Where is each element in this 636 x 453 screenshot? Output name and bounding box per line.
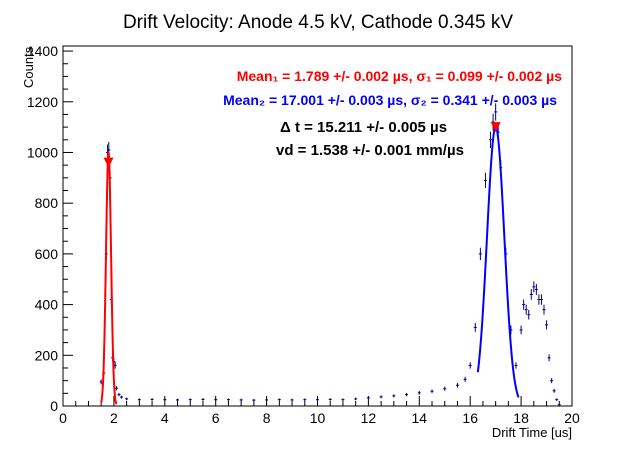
- y-tick-label: 200: [35, 347, 59, 363]
- data-point: [354, 397, 358, 401]
- data-point: [557, 404, 561, 406]
- data-point: [545, 320, 549, 330]
- data-point: [529, 289, 533, 300]
- peak-marker: [490, 122, 501, 133]
- data-point: [239, 398, 243, 402]
- data-point: [137, 398, 141, 401]
- fit-curves: [100, 125, 520, 405]
- data-point: [539, 294, 543, 305]
- data-point: [303, 398, 307, 401]
- chart-title: Drift Velocity: Anode 4.5 kV, Cathode 0.…: [123, 12, 513, 33]
- y-tick-label: 1200: [27, 94, 58, 110]
- data-point: [547, 354, 551, 362]
- data-point: [328, 398, 332, 401]
- x-axis-title: Drift Time [us]: [492, 425, 572, 440]
- data-point: [491, 113, 495, 131]
- data-point: [532, 281, 536, 293]
- data-point: [120, 395, 124, 399]
- annotation-mean2: Mean₂ = 17.001 +/- 0.003 µs, σ₂ = 0.341 …: [223, 92, 557, 108]
- x-tick-label: 8: [263, 410, 271, 426]
- y-axis: 0 200 400 600 800 1000 1200 1400: [27, 43, 73, 414]
- data-point: [550, 378, 554, 384]
- peak-markers: [103, 122, 501, 168]
- x-axis: 0 2 4 6 8 10 12 14 16 18 20: [59, 396, 580, 426]
- data-point: [252, 398, 256, 402]
- data-point: [176, 398, 180, 402]
- x-tick-label: 0: [59, 410, 67, 426]
- x-tick-label: 4: [161, 410, 169, 426]
- fit-curve: [476, 125, 520, 398]
- data-point: [201, 398, 205, 401]
- fit-curve: [100, 151, 118, 405]
- x-tick-label: 14: [412, 410, 428, 426]
- data-point: [188, 398, 192, 401]
- data-point: [366, 396, 370, 400]
- data-point: [379, 395, 383, 399]
- data-point: [527, 309, 531, 320]
- x-tick-label: 12: [361, 410, 377, 426]
- annotation-mean1: Mean₁ = 1.789 +/- 0.002 µs, σ₁ = 0.099 +…: [237, 68, 562, 84]
- x-tick-label: 6: [212, 410, 220, 426]
- data-point: [463, 376, 467, 382]
- data-point: [430, 389, 434, 394]
- data-point: [468, 362, 472, 369]
- x-tick-label: 10: [310, 410, 326, 426]
- data-point: [125, 397, 129, 401]
- data-point: [478, 247, 482, 261]
- data-point: [494, 103, 498, 121]
- x-tick-label: 18: [513, 410, 529, 426]
- data-point: [163, 398, 167, 401]
- y-tick-label: 600: [35, 246, 59, 262]
- data-point: [537, 294, 541, 305]
- data-point: [341, 398, 345, 401]
- y-tick-label: 400: [35, 297, 59, 313]
- data-point: [542, 304, 546, 315]
- x-tick-label: 2: [110, 410, 118, 426]
- data-point: [226, 398, 230, 401]
- x-tick-label: 16: [462, 410, 478, 426]
- data-point: [519, 325, 523, 335]
- data-point: [290, 398, 294, 402]
- data-point: [265, 398, 269, 402]
- data-point: [405, 392, 409, 397]
- y-tick-label: 1400: [27, 43, 58, 59]
- data-point: [392, 394, 396, 398]
- data-point: [524, 304, 528, 315]
- data-point: [489, 131, 493, 149]
- data-point: [443, 386, 447, 391]
- y-tick-label: 0: [50, 398, 58, 414]
- y-tick-label: 800: [35, 195, 59, 211]
- annotation-delta-t: Δ t = 15.211 +/- 0.005 µs: [280, 119, 447, 136]
- data-point: [114, 386, 118, 391]
- data-point: [522, 299, 526, 310]
- data-point: [455, 382, 459, 388]
- annotation-drift-velocity: vd = 1.538 +/- 0.001 mm/µs: [276, 142, 464, 159]
- y-axis-title: Counts: [21, 46, 36, 88]
- data-point: [514, 362, 518, 369]
- data-point: [150, 398, 154, 401]
- data-point: [552, 388, 556, 393]
- peak-marker: [103, 157, 114, 168]
- data-point: [214, 398, 218, 401]
- data-point: [417, 390, 421, 395]
- data-point: [316, 398, 319, 401]
- data-point: [277, 398, 281, 401]
- data-point: [483, 172, 487, 188]
- data-point: [534, 283, 538, 295]
- data-point: [473, 322, 477, 332]
- data-point: [555, 398, 559, 401]
- y-tick-label: 1000: [27, 144, 58, 160]
- data-point: [117, 392, 121, 397]
- x-tick-label: 20: [564, 410, 580, 426]
